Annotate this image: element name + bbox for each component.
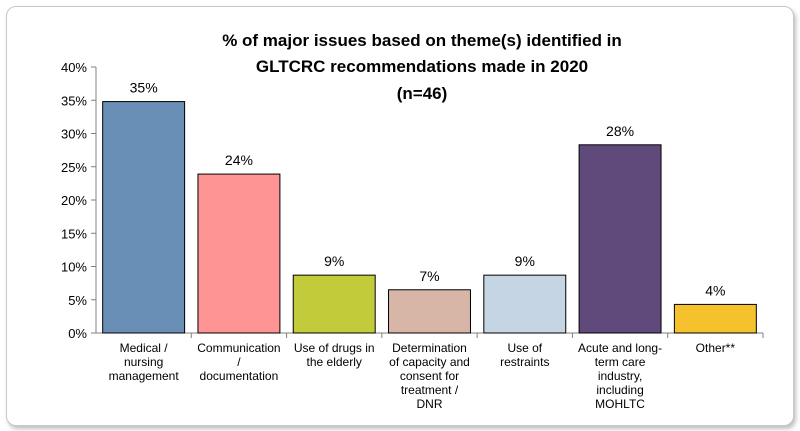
chart-title: % of major issues based on theme(s) iden… <box>222 31 622 103</box>
category-label: management <box>109 369 180 383</box>
y-tick-label: 25% <box>61 160 87 175</box>
y-tick-label: 30% <box>61 127 87 142</box>
y-tick-label: 10% <box>61 260 87 275</box>
category-label: term care <box>595 355 646 369</box>
y-tick-label: 40% <box>61 60 87 75</box>
bar <box>388 289 471 334</box>
category-label: MOHLTC <box>595 397 645 411</box>
y-tick-label: 15% <box>61 226 87 241</box>
bar <box>292 274 376 334</box>
category-label: treatment / <box>401 383 459 397</box>
y-tick-label: 20% <box>61 193 87 208</box>
data-label: 35% <box>130 80 158 96</box>
y-tick-label: 0% <box>68 326 87 341</box>
y-tick-label: 5% <box>68 293 87 308</box>
category-label: Other** <box>696 341 736 355</box>
data-label: 7% <box>419 268 439 284</box>
data-label: 9% <box>324 253 344 269</box>
data-label: 9% <box>515 253 535 269</box>
data-label: 24% <box>225 152 253 168</box>
y-tick-label: 35% <box>61 93 87 108</box>
data-label: 4% <box>705 282 725 298</box>
category-label: of capacity and <box>389 355 470 369</box>
category-label: including <box>596 383 643 397</box>
category-label: Use of drugs in <box>294 341 375 355</box>
category-label: the elderly <box>307 355 362 369</box>
category-label: Communication <box>197 341 280 355</box>
category-label: Determination <box>392 341 467 355</box>
category-label: Acute and long- <box>578 341 662 355</box>
data-labels: 35% 24% 9% 7% 9% 28% 4% <box>130 80 726 299</box>
chart-title-line: GLTCRC recommendations made in 2020 <box>256 57 588 76</box>
bar <box>197 173 281 334</box>
category-label: Medical / <box>120 341 169 355</box>
category-label: restraints <box>500 355 549 369</box>
bars <box>102 101 757 334</box>
bar <box>578 144 662 334</box>
category-label: documentation <box>200 369 279 383</box>
category-label: nursing <box>124 355 163 369</box>
bar <box>483 274 567 334</box>
category-label: DNR <box>417 397 443 411</box>
category-label: industry, <box>598 369 642 383</box>
bar <box>102 101 186 334</box>
data-label: 28% <box>606 123 634 139</box>
category-label: consent for <box>400 369 459 383</box>
chart-title-line: % of major issues based on theme(s) iden… <box>222 31 622 50</box>
category-label: Use of <box>507 341 542 355</box>
chart-title-line: (n=46) <box>397 84 448 103</box>
bar <box>673 303 757 334</box>
category-label: / <box>237 355 241 369</box>
